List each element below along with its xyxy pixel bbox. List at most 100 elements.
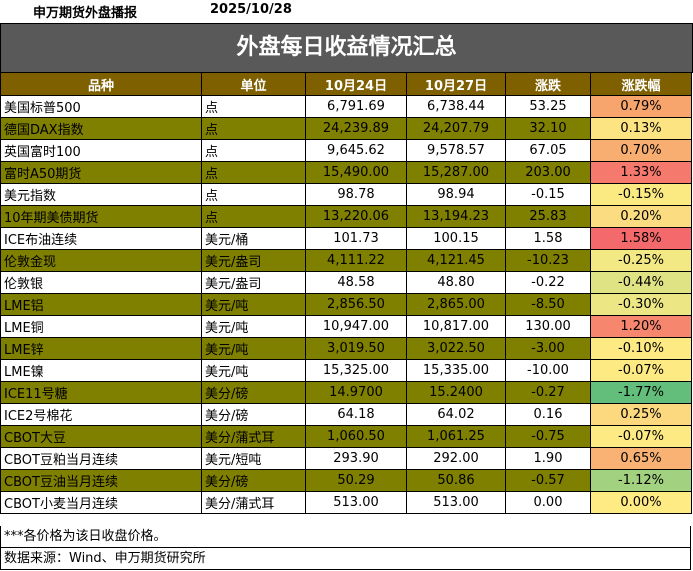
unit-cell: 点 xyxy=(201,95,306,118)
product-name: 美元指数 xyxy=(0,183,202,206)
price-oct27: 292.00 xyxy=(406,447,506,470)
product-name: 美国标普500 xyxy=(0,95,202,118)
change-pct-cell: -0.44% xyxy=(590,271,692,294)
col-header-date2: 10月27日 xyxy=(406,72,506,96)
price-oct27: 64.02 xyxy=(406,403,506,426)
price-oct27: 15,335.00 xyxy=(406,359,506,382)
unit-cell: 美元/盎司 xyxy=(201,271,306,294)
product-name: 伦敦银 xyxy=(0,271,202,294)
change-pct-cell: 0.20% xyxy=(590,205,692,228)
unit-cell: 点 xyxy=(201,205,306,228)
table-row: 美元指数点 98.78 98.94 -0.15 -0.15% xyxy=(0,183,692,206)
product-name: CBOT小麦当月连续 xyxy=(0,491,202,514)
unit-cell: 点 xyxy=(201,139,306,162)
unit-cell: 美分/磅 xyxy=(201,403,306,426)
product-name: LME锌 xyxy=(0,337,202,360)
change-pct-cell: 0.65% xyxy=(590,447,692,470)
price-oct24: 24,239.89 xyxy=(305,117,407,140)
table-row: 富时A50期货点 15,490.00 15,287.00 203.00 1.33% xyxy=(0,161,692,184)
change-pct-cell: -0.07% xyxy=(590,425,692,448)
price-oct27: 50.86 xyxy=(406,469,506,492)
change-cell: 0.16 xyxy=(505,403,591,426)
change-cell: -0.75 xyxy=(505,425,591,448)
change-cell: 1.90 xyxy=(505,447,591,470)
change-pct-cell: 0.25% xyxy=(590,403,692,426)
change-cell: -0.27 xyxy=(505,381,591,404)
data-source: 数据来源：Wind、申万期货研究所 xyxy=(0,548,691,570)
table-row: ICE2号棉花 美分/磅 64.18 64.02 0.16 0.25% xyxy=(0,403,692,426)
change-pct-cell: -1.12% xyxy=(590,469,692,492)
price-oct27: 15,287.00 xyxy=(406,161,506,184)
price-oct24: 48.58 xyxy=(305,271,407,294)
table-row: 伦敦金现 美元/盎司 4,111.22 4,121.45 -10.23 -0.25% xyxy=(0,249,692,272)
change-pct-cell: 1.20% xyxy=(590,315,692,338)
product-name: CBOT豆油当月连续 xyxy=(0,469,202,492)
unit-cell: 美元/盎司 xyxy=(201,249,306,272)
returns-table: 品种 单位 10月24日 10月27日 涨跌 涨跌幅 美国标普500 点 6,791… xyxy=(0,72,692,514)
table-row: 德国DAX指数点 24,239.89 24,207.79 32.10 0.13% xyxy=(0,117,692,140)
product-name: LME铜 xyxy=(0,315,202,338)
product-name: ICE11号糖 xyxy=(0,381,202,404)
change-cell: -8.50 xyxy=(505,293,591,316)
table-row: CBOT豆油当月连续 美分/磅 50.29 50.86 -0.57 -1.12% xyxy=(0,469,692,492)
change-pct-cell: -0.30% xyxy=(590,293,692,316)
table-row: 美国标普500 点 6,791.69 6,738.44 53.25 0.79% xyxy=(0,95,692,118)
product-name: 10年期美债期货 xyxy=(0,205,202,228)
price-oct27: 2,865.00 xyxy=(406,293,506,316)
change-pct-cell: 0.00% xyxy=(590,491,692,514)
change-pct-cell: -1.77% xyxy=(590,381,692,404)
unit-cell: 美分/磅 xyxy=(201,469,306,492)
price-oct24: 15,325.00 xyxy=(305,359,407,382)
product-name: LME铝 xyxy=(0,293,202,316)
report-header: 申万期货外盘播报 2025/10/28 xyxy=(0,0,693,23)
product-name: 德国DAX指数 xyxy=(0,117,202,140)
price-oct27: 10,817.00 xyxy=(406,315,506,338)
change-cell: 53.25 xyxy=(505,95,591,118)
change-cell: 25.83 xyxy=(505,205,591,228)
change-cell: 1.58 xyxy=(505,227,591,250)
price-oct24: 4,111.22 xyxy=(305,249,407,272)
unit-cell: 美元/吨 xyxy=(201,337,306,360)
change-cell: 0.00 xyxy=(505,491,591,514)
table-row: 10年期美债期货点 13,220.06 13,194.23 25.83 0.20% xyxy=(0,205,692,228)
unit-cell: 美元/吨 xyxy=(201,359,306,382)
table-row: LME镍 美元/吨 15,325.00 15,335.00 -10.00 -0.07% xyxy=(0,359,692,382)
change-cell: -3.00 xyxy=(505,337,591,360)
price-oct27: 9,578.57 xyxy=(406,139,506,162)
product-name: CBOT豆粕当月连续 xyxy=(0,447,202,470)
price-oct24: 9,645.62 xyxy=(305,139,407,162)
change-pct-cell: 1.58% xyxy=(590,227,692,250)
change-cell: -0.57 xyxy=(505,469,591,492)
price-oct24: 293.90 xyxy=(305,447,407,470)
price-oct24: 513.00 xyxy=(305,491,407,514)
unit-cell: 点 xyxy=(201,183,306,206)
price-oct24: 10,947.00 xyxy=(305,315,407,338)
price-oct27: 6,738.44 xyxy=(406,95,506,118)
col-header-change-pct: 涨跌幅 xyxy=(590,72,692,96)
table-row: LME锌 美元/吨 3,019.50 3,022.50 -3.00 -0.10% xyxy=(0,337,692,360)
price-oct24: 6,791.69 xyxy=(305,95,407,118)
price-oct27: 98.94 xyxy=(406,183,506,206)
change-cell: 203.00 xyxy=(505,161,591,184)
product-name: 伦敦金现 xyxy=(0,249,202,272)
unit-cell: 美分/蒲式耳 xyxy=(201,425,306,448)
price-oct24: 14.9700 xyxy=(305,381,407,404)
change-pct-cell: -0.07% xyxy=(590,359,692,382)
price-oct24: 101.73 xyxy=(305,227,407,250)
change-pct-cell: 0.13% xyxy=(590,117,692,140)
col-header-change: 涨跌 xyxy=(505,72,591,96)
table-body: 美国标普500 点 6,791.69 6,738.44 53.25 0.79% 德国DAX指… xyxy=(0,95,692,514)
change-pct-cell: -0.10% xyxy=(590,337,692,360)
table-row: 伦敦银 美元/盎司 48.58 48.80 -0.22 -0.44% xyxy=(0,271,692,294)
product-name: 富时A50期货 xyxy=(0,161,202,184)
org-name: 申万期货外盘播报 xyxy=(33,6,138,21)
price-note: ***各价格为该日收盘价格。 xyxy=(0,526,691,548)
page-title: 外盘每日收益情况汇总 xyxy=(0,23,693,73)
change-pct-cell: -0.15% xyxy=(590,183,692,206)
price-oct24: 1,060.50 xyxy=(305,425,407,448)
price-oct24: 98.78 xyxy=(305,183,407,206)
unit-cell: 美元/桶 xyxy=(201,227,306,250)
price-oct24: 50.29 xyxy=(305,469,407,492)
unit-cell: 点 xyxy=(201,117,306,140)
unit-cell: 美元/吨 xyxy=(201,315,306,338)
